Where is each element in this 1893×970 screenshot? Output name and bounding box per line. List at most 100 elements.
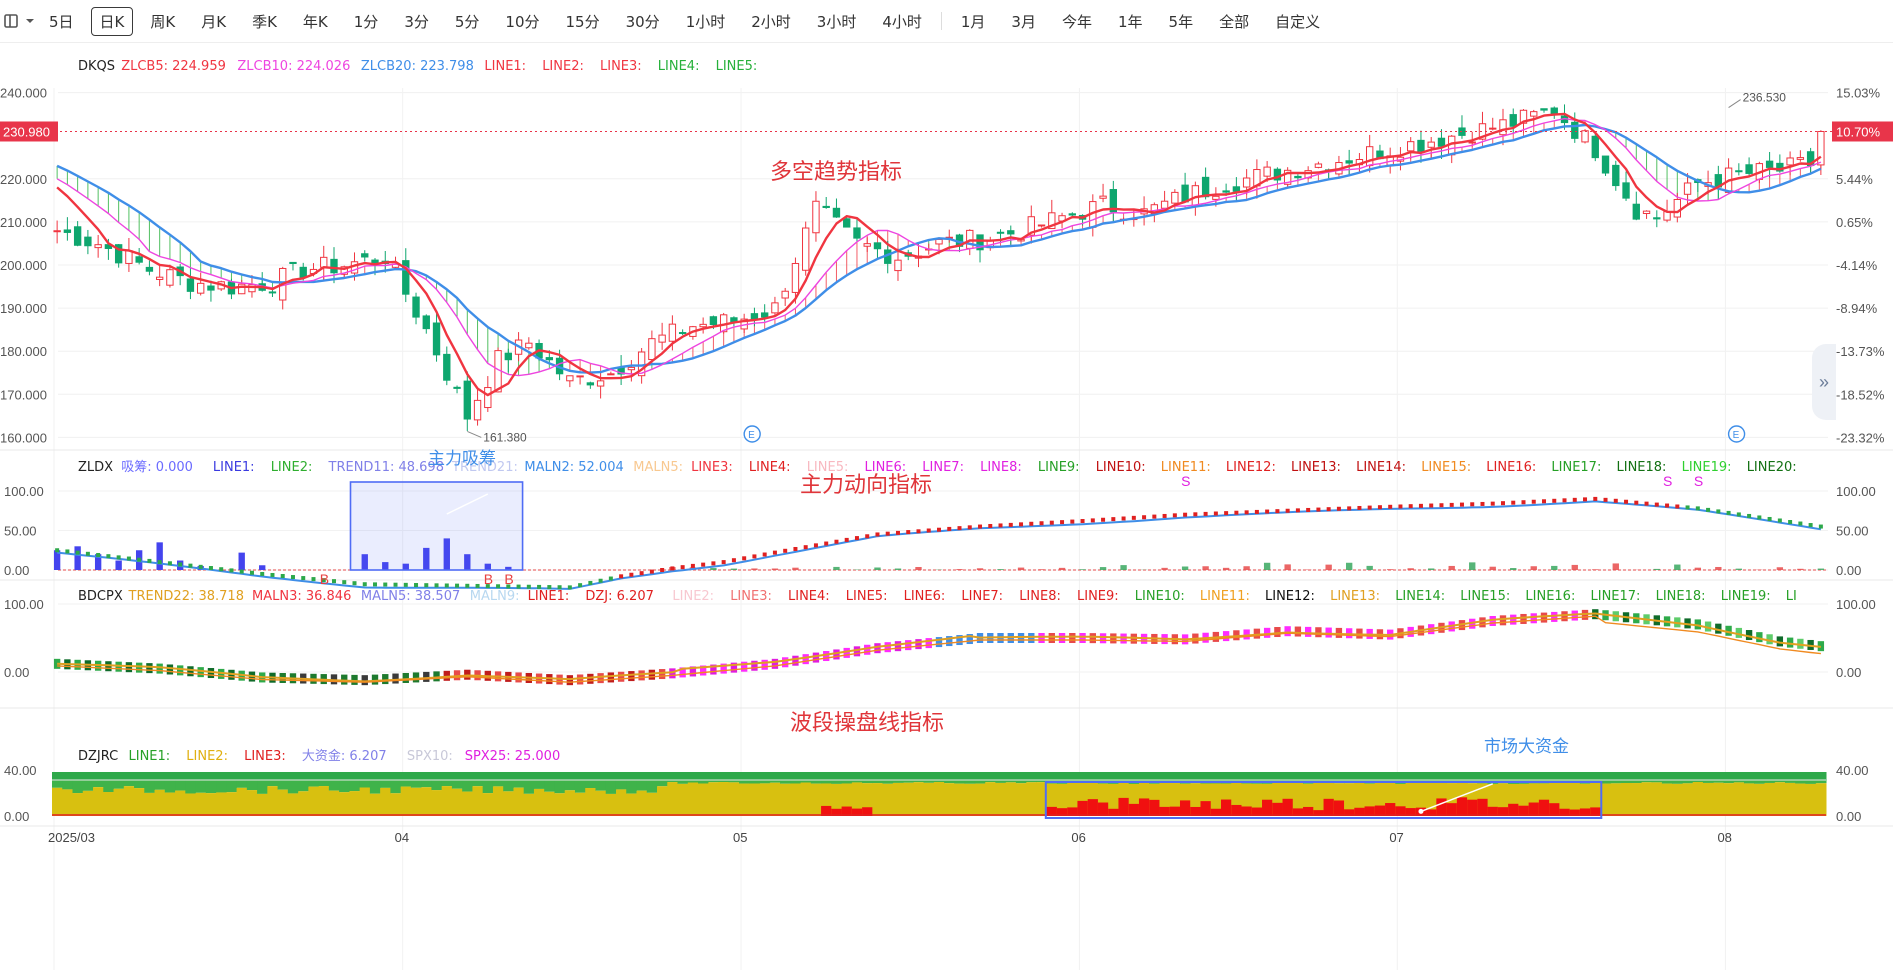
bdcpx-block — [1304, 626, 1312, 637]
dzjrc-yellow-bar — [246, 790, 258, 816]
candle-body — [1673, 198, 1681, 218]
dzjrc-yellow-bar — [1641, 782, 1653, 816]
period-tab[interactable]: 5日 — [49, 12, 74, 31]
dzjrc-green-band — [205, 772, 217, 780]
zldx-dot — [1254, 509, 1259, 514]
dzjrc-green-band — [359, 772, 371, 780]
range-tab[interactable]: 3月 — [1011, 12, 1036, 31]
price-axis-label: 190.000 — [0, 301, 47, 316]
range-tab[interactable]: 全部 — [1219, 12, 1250, 31]
bdcpx-block — [761, 659, 768, 670]
indicator-chart[interactable]: 230.980 10.70% 240.000 220.000 210.000 200.00… — [0, 44, 1893, 970]
dzjrc-yellow-bar — [1774, 782, 1786, 816]
dzjrc-green-bar — [154, 780, 166, 790]
period-tab[interactable]: 4小时 — [882, 12, 922, 31]
period-tab[interactable]: 15分 — [565, 12, 600, 31]
period-tab[interactable]: 10分 — [505, 12, 540, 31]
period-tab[interactable]: 日K — [90, 6, 134, 36]
legend-item: LINE13: — [1291, 460, 1341, 475]
period-tab[interactable]: 周K — [150, 12, 176, 31]
expand-panel-button[interactable]: » — [1812, 344, 1836, 420]
period-tab[interactable]: 2小时 — [751, 12, 791, 31]
dzjrc-green-band — [1118, 772, 1130, 780]
dzjrc-green-bar — [1661, 780, 1673, 784]
zldx-dot — [1152, 514, 1157, 519]
zldx-small-bar — [771, 568, 779, 570]
dzjrc-green-bar — [544, 780, 555, 792]
candle-body — [1765, 160, 1774, 168]
dzjrc-yellow-bar — [1713, 782, 1724, 816]
dzjrc-green-band — [1026, 772, 1037, 780]
dzjrc-green-band — [769, 772, 781, 780]
bdcpx-block — [135, 662, 143, 673]
bdcpx-block — [576, 674, 584, 685]
bdcpx-block — [894, 641, 902, 652]
period-tab[interactable]: 年K — [302, 12, 328, 31]
dzjrc-green-band — [995, 772, 1007, 780]
zldx-dot — [506, 584, 511, 589]
dzjrc-green-bar — [226, 780, 238, 793]
legend-item: LINE16: — [1486, 460, 1536, 475]
period-tab[interactable]: 月K — [201, 12, 227, 31]
dzjrc-green-band — [687, 772, 699, 780]
dzjrc-green-band — [421, 772, 432, 780]
zldx-dot — [752, 554, 757, 559]
bdcpx-block — [1735, 627, 1743, 638]
bdcpx-block — [1028, 633, 1035, 643]
candle-body — [771, 302, 779, 314]
current-price-tag — [0, 121, 58, 142]
dzjrc-yellow-bar — [564, 790, 576, 816]
period-tab[interactable]: 30分 — [625, 12, 660, 31]
dzjrc-yellow-bar — [1364, 783, 1376, 816]
candle-body — [586, 382, 595, 386]
range-tab[interactable]: 今年 — [1061, 12, 1092, 31]
zldx-dot — [1121, 516, 1126, 521]
bdcpx-block — [177, 665, 184, 676]
zldx-small-bar — [1222, 567, 1230, 570]
range-tab[interactable]: 5年 — [1168, 12, 1194, 31]
period-tab[interactable]: 3分 — [404, 12, 429, 31]
dzjrc-green-band — [492, 772, 504, 780]
dzjrc-red-bar — [1364, 806, 1376, 816]
dzjrc-green-bar — [698, 780, 709, 784]
period-tab[interactable]: 1分 — [353, 12, 379, 31]
candle-body — [1427, 141, 1435, 148]
candle-body — [699, 323, 707, 328]
dzjrc-yellow-bar — [123, 786, 135, 816]
dzjrc-yellow-bar — [1292, 783, 1304, 816]
dzjrc-yellow-bar — [1415, 782, 1427, 816]
dzjrc-red-bar — [1323, 798, 1335, 816]
range-tab[interactable]: 1年 — [1117, 12, 1143, 31]
dzjrc-yellow-bar — [1200, 783, 1212, 816]
candle-body — [853, 227, 861, 239]
dzjrc-green-band — [1344, 772, 1355, 780]
dzjrc-green-band — [1036, 772, 1048, 780]
period-tab[interactable]: 3小时 — [816, 12, 857, 31]
zldx-small-bar — [1694, 567, 1701, 570]
zldx-dot — [1398, 504, 1403, 509]
dzjrc-red-bar — [1149, 799, 1160, 816]
dzjrc-green-bar — [810, 780, 822, 784]
dzjrc-yellow-bar — [1651, 782, 1663, 816]
candle-body — [84, 236, 92, 247]
range-tab[interactable]: 1月 — [960, 12, 986, 31]
period-tab[interactable]: 季K — [252, 12, 277, 31]
dzjrc-yellow-bar — [677, 783, 689, 816]
dzjrc-green-bar — [164, 780, 176, 793]
bdcpx-block — [1263, 627, 1271, 638]
zldx-dot — [301, 576, 306, 581]
layout-switch-button[interactable] — [0, 0, 40, 42]
range-tab[interactable]: 自定义 — [1275, 12, 1321, 31]
bdcpx-block — [146, 663, 153, 674]
zldx-small-bar — [1612, 563, 1619, 570]
xichou-bar — [423, 547, 430, 570]
candle-body — [1581, 130, 1589, 143]
dzjrc-green-band — [339, 772, 350, 780]
period-tab[interactable]: 5分 — [454, 12, 480, 31]
dzjrc-yellow-bar — [974, 783, 986, 816]
candle-body — [1437, 137, 1446, 147]
legend-item: ZLDX — [78, 460, 113, 475]
candle-body — [843, 218, 851, 228]
dzjrc-green-band — [1282, 772, 1294, 780]
period-tab[interactable]: 1小时 — [685, 12, 726, 31]
